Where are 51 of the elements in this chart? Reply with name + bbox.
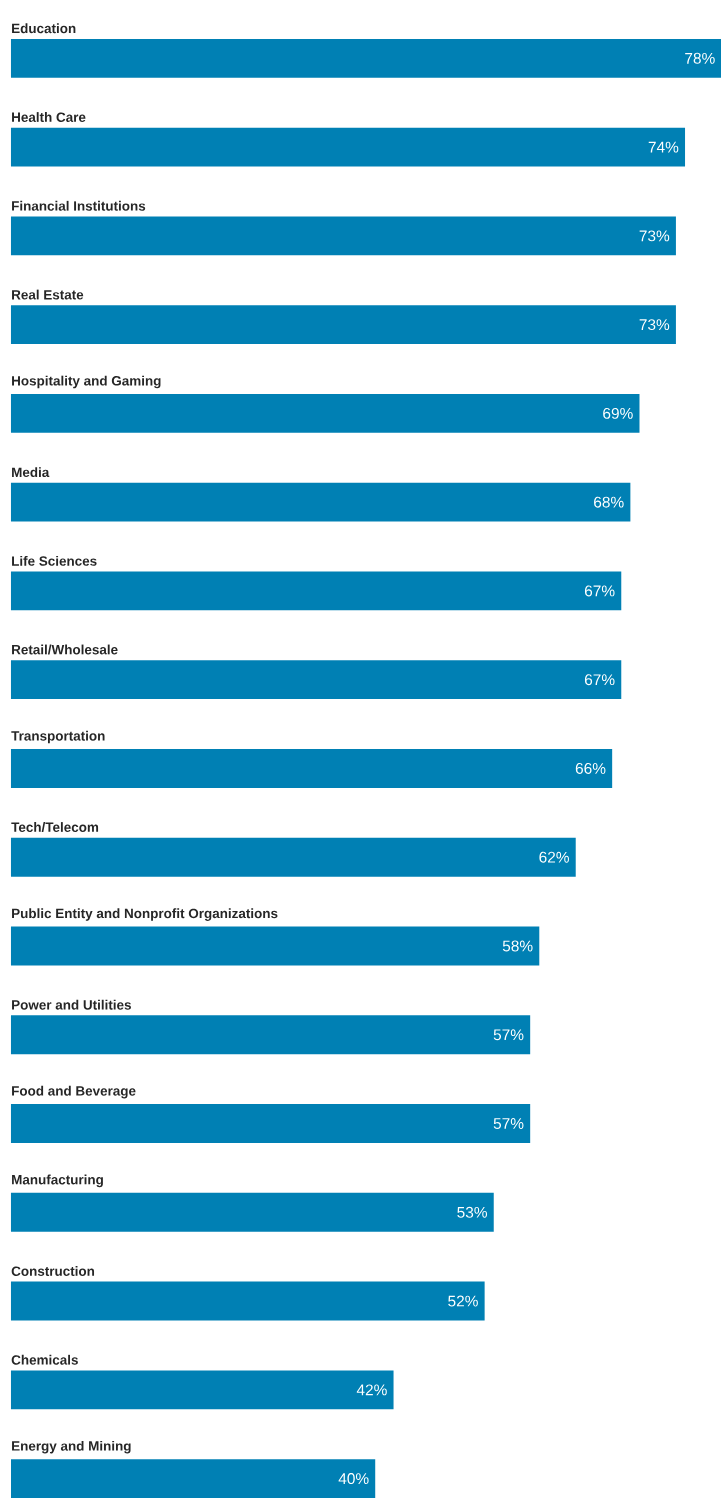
bar xyxy=(10,127,685,167)
bar xyxy=(10,393,640,433)
y-tick-label: Power and Utilities xyxy=(11,999,131,1010)
bar xyxy=(10,1015,530,1055)
data-label: 42% xyxy=(356,1384,387,1396)
data-label: 67% xyxy=(584,585,615,597)
data-label: 40% xyxy=(338,1473,369,1485)
bar xyxy=(10,216,676,256)
bar xyxy=(10,1370,394,1410)
data-label: 69% xyxy=(602,407,633,419)
data-label: 73% xyxy=(639,230,669,242)
bar xyxy=(10,38,721,78)
bar xyxy=(10,660,622,700)
data-label: 57% xyxy=(493,1029,524,1041)
bar xyxy=(10,482,631,522)
data-label: 57% xyxy=(493,1118,524,1129)
y-tick-label: Real Estate xyxy=(11,289,83,300)
y-tick-label: Construction xyxy=(11,1266,94,1276)
bar xyxy=(10,837,576,877)
bar xyxy=(10,749,612,788)
bar xyxy=(10,1459,376,1498)
data-label: 74% xyxy=(648,141,679,153)
bar xyxy=(10,1281,485,1321)
y-tick-label: Manufacturing xyxy=(11,1174,103,1188)
y-tick-label: Media xyxy=(11,467,50,478)
data-label: 58% xyxy=(502,940,533,952)
data-label: 68% xyxy=(593,496,624,508)
y-tick-label: Health Care xyxy=(11,112,86,122)
y-tick-label: Transportation xyxy=(11,730,105,744)
y-tick-label: Retail/Wholesale xyxy=(11,644,118,655)
bar xyxy=(10,1192,494,1232)
y-tick-label: Public Entity and Nonprofit Organizations xyxy=(11,908,278,921)
data-label: 52% xyxy=(447,1295,478,1307)
y-tick-label: Food and Beverage xyxy=(11,1085,136,1099)
y-tick-label: Energy and Mining xyxy=(11,1440,131,1454)
data-label: 67% xyxy=(584,674,615,686)
y-tick-label: Education xyxy=(11,23,76,34)
bar xyxy=(10,305,676,345)
data-label: 78% xyxy=(684,52,715,64)
bar xyxy=(10,571,622,611)
data-label: 62% xyxy=(539,851,569,863)
bar xyxy=(10,926,540,966)
y-tick-label: Tech/Telecom xyxy=(11,822,98,833)
y-tick-label: Chemicals xyxy=(11,1354,78,1365)
data-label: 66% xyxy=(575,762,606,774)
y-tick-label: Life Sciences xyxy=(11,555,97,566)
y-tick-label: Financial Institutions xyxy=(11,200,145,211)
data-label: 53% xyxy=(457,1206,487,1218)
data-label: 73% xyxy=(639,319,669,331)
bar xyxy=(10,1104,530,1143)
y-tick-label: Hospitality and Gaming xyxy=(11,375,161,389)
